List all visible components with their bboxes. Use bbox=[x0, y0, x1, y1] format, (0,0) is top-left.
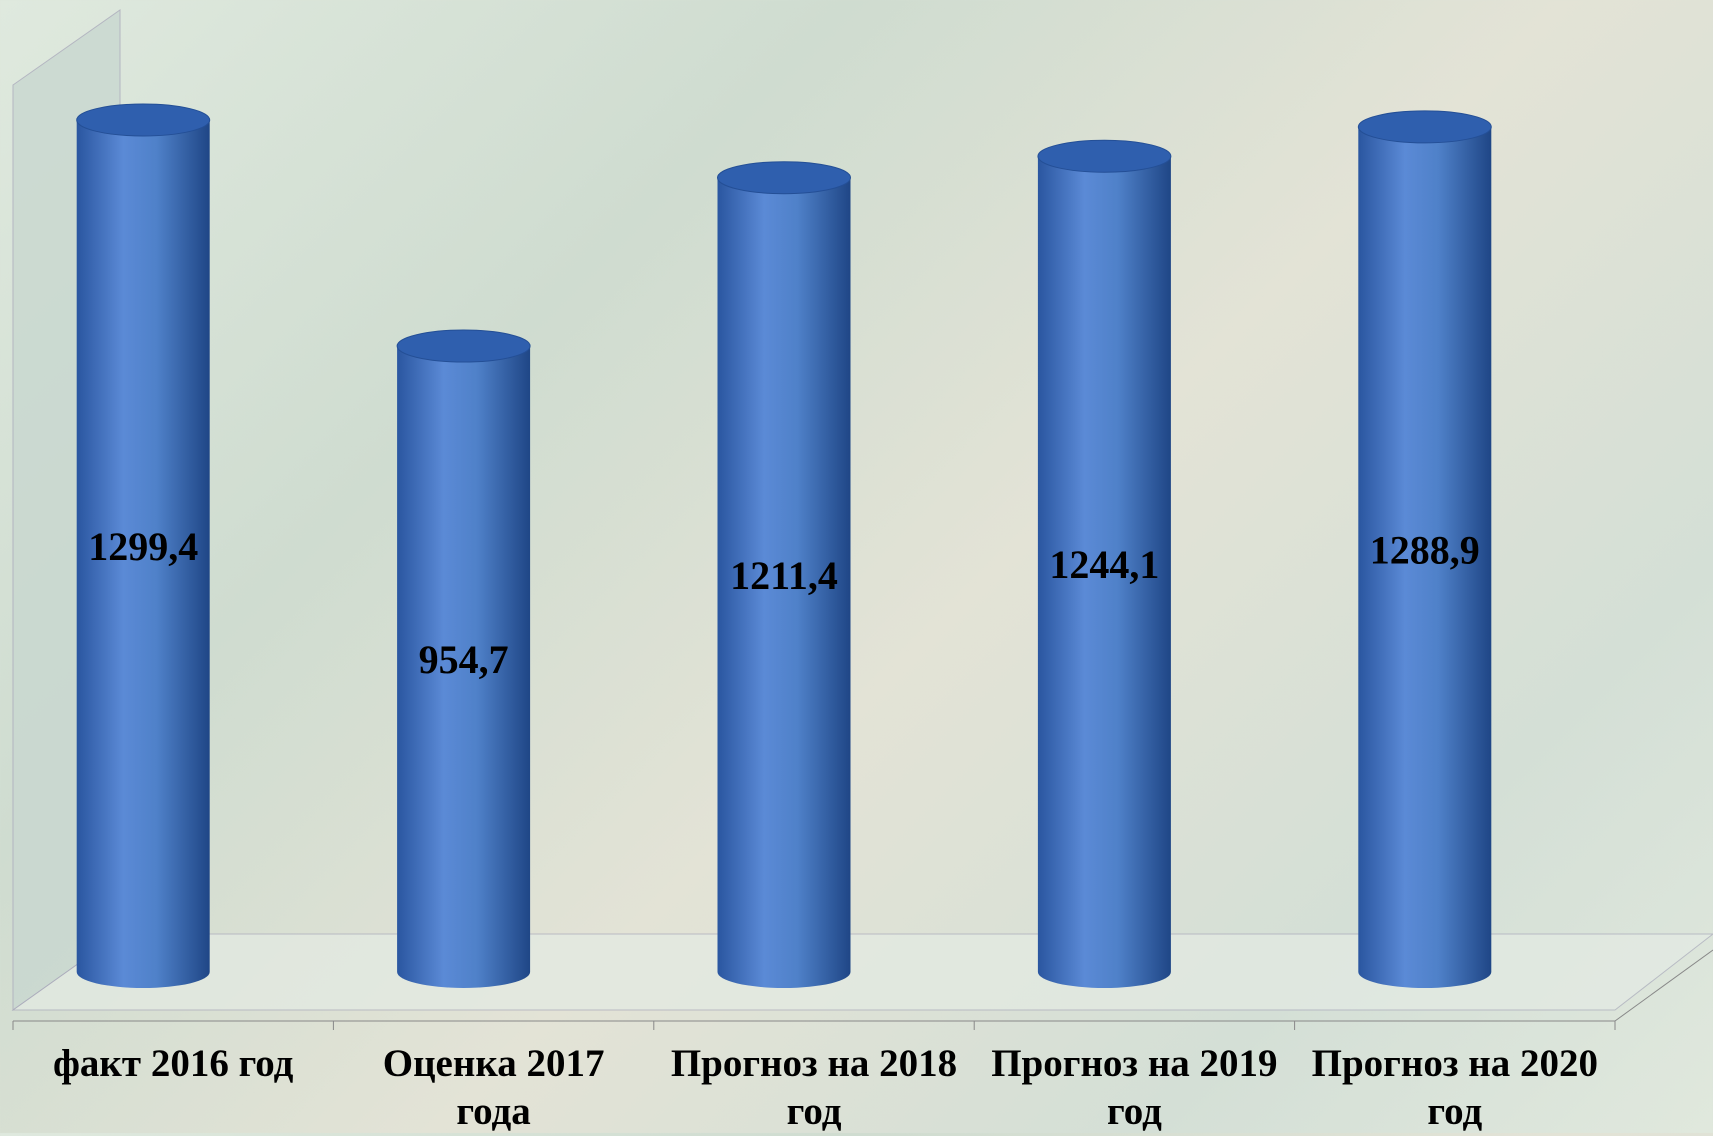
page: 1299,4954,71211,41244,11288,9 (() => { c… bbox=[0, 0, 1713, 1133]
value-label: 1244,1 bbox=[1049, 542, 1159, 587]
value-label: 1299,4 bbox=[88, 524, 198, 569]
x-tick-label: факт 2016 год bbox=[23, 1040, 323, 1088]
value-label: 1211,4 bbox=[730, 553, 838, 598]
chart: 1299,4 954,7 1211,4 1244,1 1288,9 bbox=[0, 0, 1713, 1133]
bar-top bbox=[718, 162, 851, 194]
x-tick-label: Оценка 2017 года bbox=[344, 1040, 644, 1136]
value-label: 954,7 bbox=[419, 637, 509, 682]
bar-top bbox=[1358, 111, 1491, 143]
x-tick-label: Прогноз на 2019 год bbox=[984, 1040, 1284, 1136]
bar-top bbox=[77, 104, 210, 136]
bar-top bbox=[1038, 140, 1171, 172]
value-label: 1288,9 bbox=[1370, 527, 1480, 572]
x-tick-label: Прогноз на 2020 год bbox=[1305, 1040, 1605, 1136]
bar-top bbox=[397, 330, 530, 362]
x-tick-label: Прогноз на 2018 год bbox=[664, 1040, 964, 1136]
